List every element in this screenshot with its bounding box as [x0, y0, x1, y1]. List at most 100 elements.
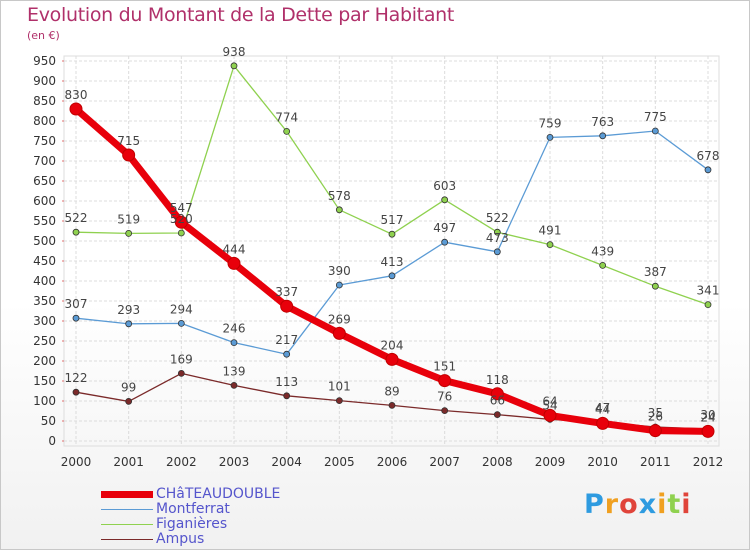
data-point — [335, 397, 343, 405]
data-label: 113 — [275, 375, 298, 389]
data-point — [230, 381, 238, 389]
chart-unit-label: (en €) — [27, 29, 60, 42]
data-point — [648, 424, 662, 438]
data-point — [441, 407, 449, 415]
legend-label: Ampus — [156, 531, 205, 547]
y-tick-label: 550 — [33, 214, 56, 228]
y-tick-label: 450 — [33, 254, 56, 268]
data-point — [438, 374, 452, 388]
data-point — [546, 133, 554, 141]
x-tick-label: 2004 — [271, 455, 302, 469]
data-label: 204 — [381, 338, 404, 352]
data-point — [177, 369, 185, 377]
data-label: 35 — [648, 406, 663, 420]
legend: CHâTEAUDOUBLE Montferrat Figanières Ampus — [101, 487, 280, 547]
y-tick-label: 100 — [33, 394, 56, 408]
data-point — [227, 256, 241, 270]
y-tick-label: 800 — [33, 114, 56, 128]
y-tick-label: 850 — [33, 94, 56, 108]
data-point — [72, 228, 80, 236]
data-point — [441, 238, 449, 246]
logo-letter: i — [681, 489, 692, 520]
logo-letter: P — [584, 489, 605, 520]
data-label: 337 — [275, 285, 298, 299]
data-point — [230, 339, 238, 347]
x-tick-label: 2001 — [113, 455, 144, 469]
y-tick-label: 300 — [33, 314, 56, 328]
data-point — [704, 301, 712, 309]
data-label: 603 — [433, 179, 456, 193]
x-tick-label: 2009 — [535, 455, 566, 469]
data-label: 774 — [275, 110, 298, 124]
data-label: 44 — [595, 402, 610, 416]
legend-swatch — [101, 508, 153, 511]
data-point — [125, 397, 133, 405]
legend-swatch — [101, 538, 153, 541]
data-label: 522 — [486, 211, 509, 225]
legend-item: Figanières — [101, 517, 280, 532]
data-label: 169 — [170, 352, 193, 366]
y-tick-label: 750 — [33, 134, 56, 148]
data-label: 439 — [591, 244, 614, 258]
y-tick-label: 0 — [48, 434, 56, 448]
y-tick-label: 650 — [33, 174, 56, 188]
data-label: 387 — [644, 265, 667, 279]
data-label: 715 — [117, 134, 140, 148]
data-point — [596, 416, 610, 430]
data-point — [388, 401, 396, 409]
x-tick-label: 2007 — [429, 455, 460, 469]
data-point — [490, 387, 504, 401]
data-point — [335, 206, 343, 214]
x-tick-label: 2010 — [587, 455, 618, 469]
data-label: 54 — [542, 398, 557, 412]
legend-label: Figanières — [156, 516, 228, 532]
y-tick-label: 400 — [33, 274, 56, 288]
data-point — [599, 261, 607, 269]
data-label: 118 — [486, 373, 509, 387]
data-label: 89 — [384, 384, 399, 398]
data-label: 101 — [328, 380, 351, 394]
y-tick-label: 50 — [41, 414, 56, 428]
data-label: 390 — [328, 264, 351, 278]
data-point — [651, 282, 659, 290]
data-label: 26 — [648, 410, 663, 424]
data-label: 99 — [121, 380, 136, 394]
data-label: 139 — [223, 364, 246, 378]
data-point — [69, 102, 83, 116]
data-label: 413 — [381, 255, 404, 269]
data-label: 519 — [117, 212, 140, 226]
legend-label: CHâTEAUDOUBLE — [156, 486, 281, 502]
data-label: 66 — [490, 394, 505, 408]
data-point — [493, 411, 501, 419]
data-point — [177, 319, 185, 327]
x-tick-label: 2005 — [324, 455, 355, 469]
y-tick-label: 200 — [33, 354, 56, 368]
legend-item: Montferrat — [101, 502, 280, 517]
x-tick-label: 2006 — [377, 455, 408, 469]
data-point — [125, 229, 133, 237]
data-point — [704, 166, 712, 174]
data-point — [283, 350, 291, 358]
data-label: 759 — [539, 116, 562, 130]
data-point — [543, 408, 557, 422]
data-point — [72, 314, 80, 322]
data-label: 578 — [328, 189, 351, 203]
legend-item: Ampus — [101, 532, 280, 547]
data-label: 517 — [381, 213, 404, 227]
data-point — [122, 148, 136, 162]
data-point — [280, 299, 294, 313]
data-point — [493, 248, 501, 256]
data-point — [651, 127, 659, 135]
data-label: 938 — [223, 45, 246, 59]
data-label: 76 — [437, 390, 452, 404]
legend-swatch — [101, 491, 153, 498]
data-label: 47 — [595, 401, 610, 415]
data-point — [335, 281, 343, 289]
y-tick-label: 500 — [33, 234, 56, 248]
logo-letter: o — [619, 489, 639, 520]
data-point — [283, 127, 291, 135]
y-tick-label: 600 — [33, 194, 56, 208]
data-label: 678 — [697, 149, 720, 163]
data-label: 830 — [65, 88, 88, 102]
